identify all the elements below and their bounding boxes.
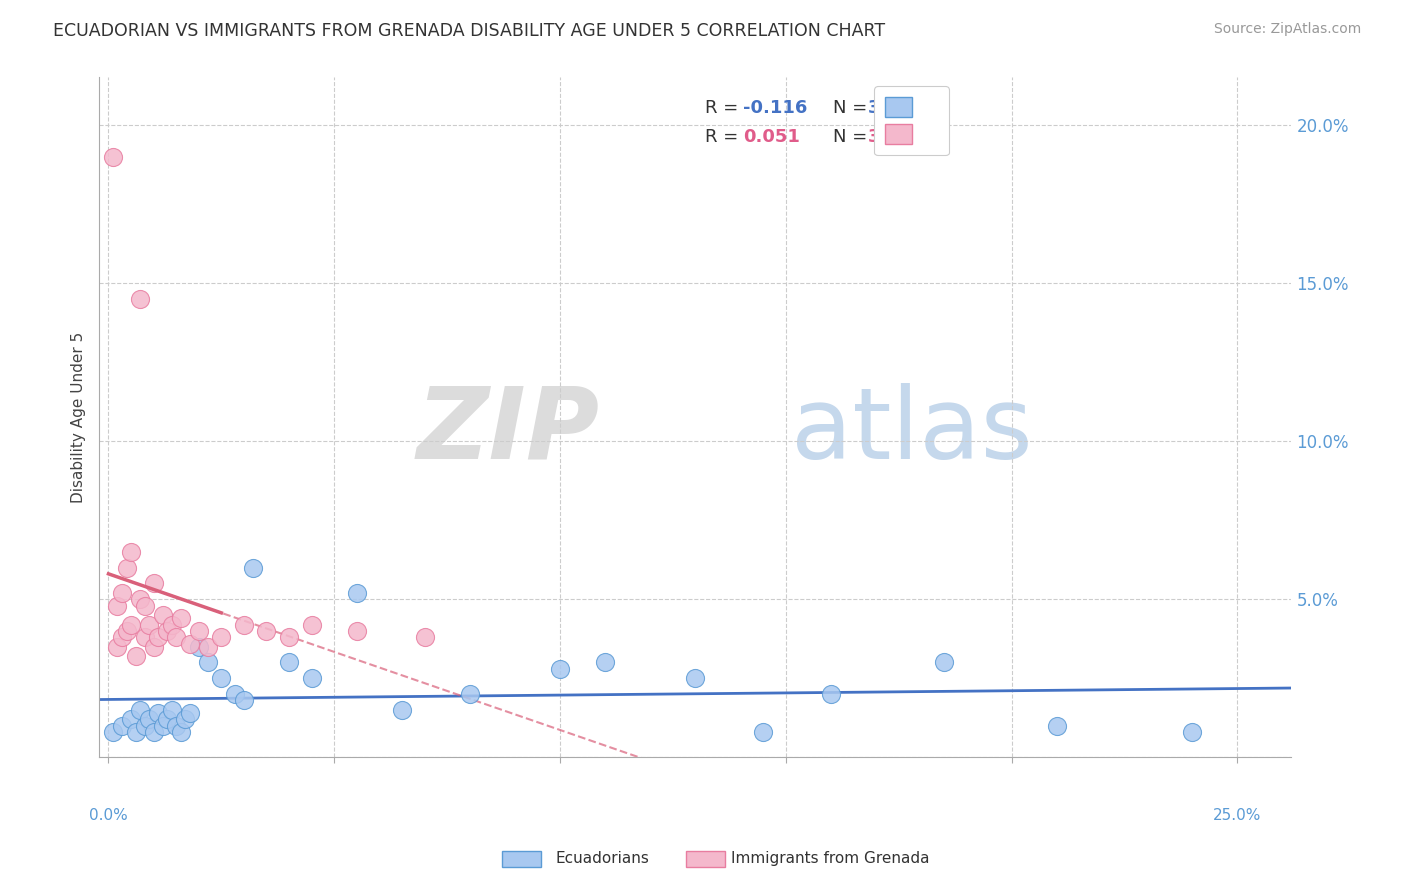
Text: 33: 33 [869, 128, 893, 146]
Text: 25.0%: 25.0% [1213, 808, 1261, 823]
Text: -0.116: -0.116 [744, 99, 807, 117]
Text: atlas: atlas [790, 383, 1032, 480]
Legend:   ,   : , [875, 87, 949, 155]
Text: Immigrants from Grenada: Immigrants from Grenada [731, 851, 929, 865]
Text: Source: ZipAtlas.com: Source: ZipAtlas.com [1213, 22, 1361, 37]
Text: 35: 35 [869, 99, 893, 117]
Text: 0.0%: 0.0% [89, 808, 128, 823]
Text: R =: R = [704, 99, 744, 117]
Text: Ecuadorians: Ecuadorians [555, 851, 650, 865]
Text: N =: N = [832, 128, 873, 146]
Text: N =: N = [832, 99, 873, 117]
Text: 0.051: 0.051 [744, 128, 800, 146]
Text: ECUADORIAN VS IMMIGRANTS FROM GRENADA DISABILITY AGE UNDER 5 CORRELATION CHART: ECUADORIAN VS IMMIGRANTS FROM GRENADA DI… [53, 22, 886, 40]
Y-axis label: Disability Age Under 5: Disability Age Under 5 [72, 332, 86, 503]
Text: ZIP: ZIP [418, 383, 600, 480]
Text: R =: R = [704, 128, 744, 146]
